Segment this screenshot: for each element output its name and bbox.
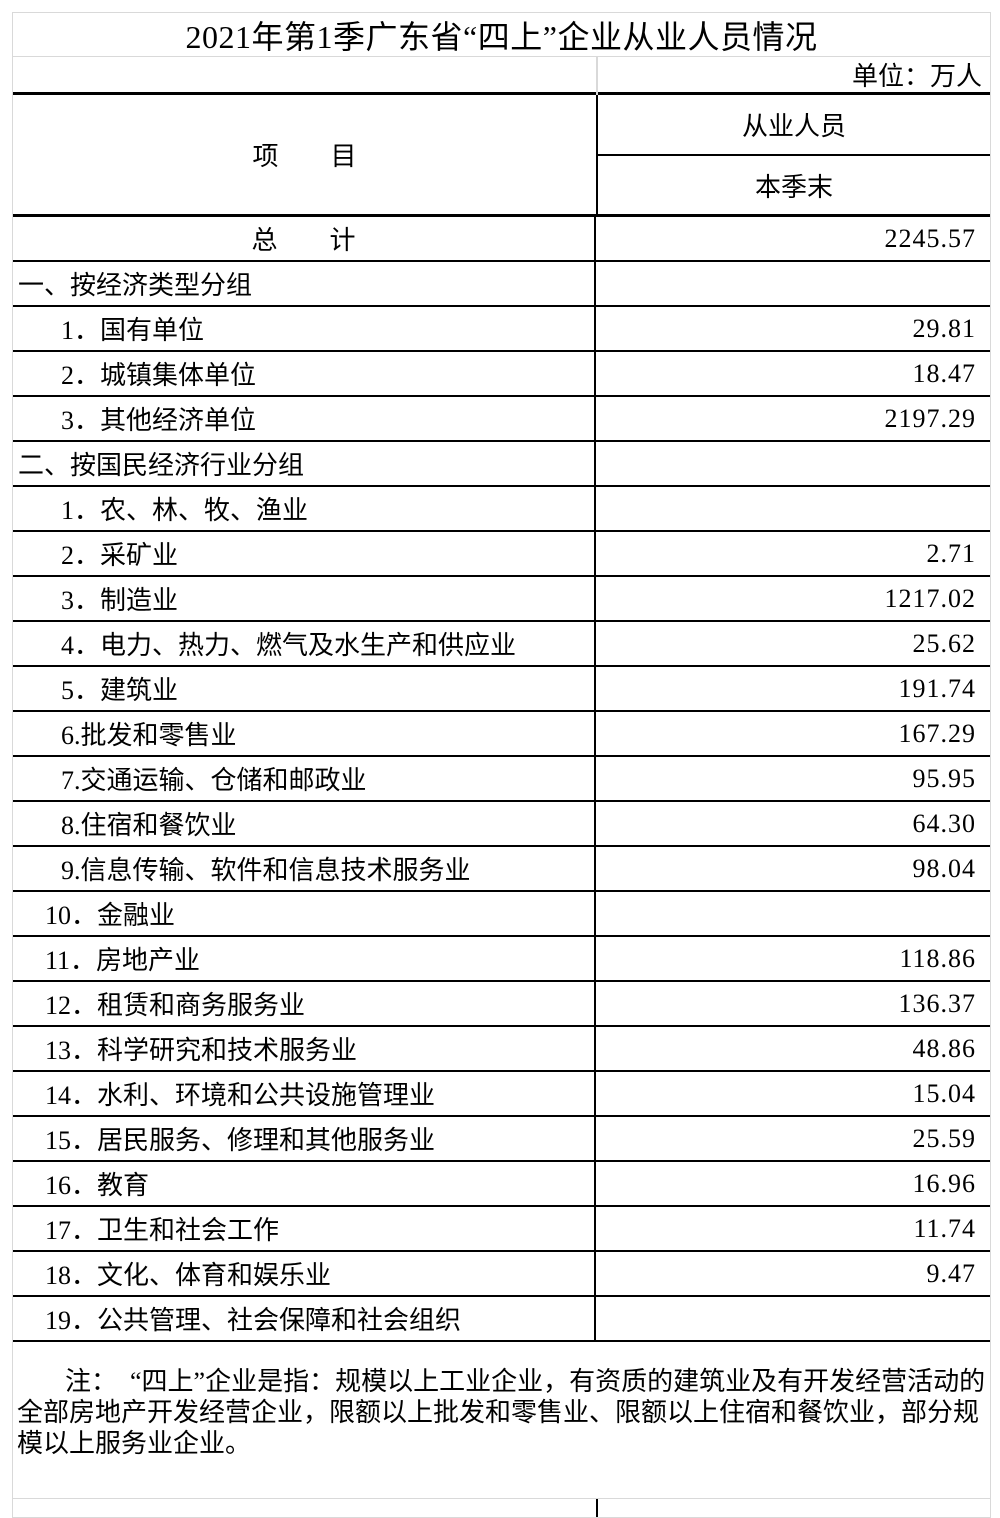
row-value: 118.86 — [899, 943, 976, 973]
row-label: 2．城镇集体单位 — [13, 352, 596, 395]
row-label: 一、按经济类型分组 — [13, 262, 596, 305]
header-employees: 从业人员 — [598, 95, 990, 156]
row-value: 2.71 — [926, 538, 976, 568]
row-label: 14．水利、环境和公共设施管理业 — [13, 1072, 596, 1115]
row-label: 7.交通运输、仓储和邮政业 — [13, 757, 596, 800]
table-row: 18．文化、体育和娱乐业 9.47 — [13, 1252, 990, 1297]
table-row: 7.交通运输、仓储和邮政业 95.95 — [13, 757, 990, 802]
table-body: 总 计 2245.57 一、按经济类型分组 1．国有单位 29.81 2．城镇集体单位 18… — [13, 217, 990, 1342]
row-value: 48.86 — [912, 1033, 976, 1063]
unit-label: 单位：万人 — [851, 62, 982, 91]
table-row: 15．居民服务、修理和其他服务业 25.59 — [13, 1117, 990, 1162]
column-divider-light — [596, 57, 598, 95]
table-row: 4．电力、热力、燃气及水生产和供应业 25.62 — [13, 622, 990, 667]
row-value — [596, 1297, 990, 1340]
row-label: 12．租赁和商务服务业 — [13, 982, 596, 1025]
table-row: 10．金融业 — [13, 892, 990, 937]
row-label: 总 计 — [13, 217, 596, 260]
row-label: 二、按国民经济行业分组 — [13, 442, 596, 485]
table-row: 1．农、林、牧、渔业 — [13, 487, 990, 532]
table-row: 11．房地产业 118.86 — [13, 937, 990, 982]
table-title: 2021年第1季广东省“四上”企业从业人员情况 — [185, 18, 818, 55]
table-row: 9.信息传输、软件和信息技术服务业 98.04 — [13, 847, 990, 892]
row-value: 25.62 — [912, 628, 976, 658]
employees-label: 从业人员 — [741, 112, 846, 141]
table-row: 1．国有单位 29.81 — [13, 307, 990, 352]
row-value: 2197.29 — [884, 403, 976, 433]
row-label: 16．教育 — [13, 1162, 596, 1205]
row-label: 5．建筑业 — [13, 667, 596, 710]
row-label: 9.信息传输、软件和信息技术服务业 — [13, 847, 596, 890]
row-label: 3．其他经济单位 — [13, 397, 596, 440]
title-row: 2021年第1季广东省“四上”企业从业人员情况 — [13, 13, 990, 57]
row-label: 15．居民服务、修理和其他服务业 — [13, 1117, 596, 1160]
row-label: 6.批发和零售业 — [13, 712, 596, 755]
row-label: 1．农、林、牧、渔业 — [13, 487, 596, 530]
partial-row — [13, 1499, 990, 1517]
row-value: 2245.57 — [884, 223, 976, 253]
row-label: 18．文化、体育和娱乐业 — [13, 1252, 596, 1295]
row-label: 13．科学研究和技术服务业 — [13, 1027, 596, 1070]
row-value: 98.04 — [912, 853, 976, 883]
header-quarter-end: 本季末 — [598, 156, 990, 214]
footnote: 注： “四上”企业是指：规模以上工业企业，有资质的建筑业及有开发经营活动的 全部… — [13, 1342, 990, 1499]
row-label: 4．电力、热力、燃气及水生产和供应业 — [13, 622, 596, 665]
row-value: 1217.02 — [884, 583, 976, 613]
table-row: 一、按经济类型分组 — [13, 262, 990, 307]
table-row: 16．教育 16.96 — [13, 1162, 990, 1207]
table-row: 19．公共管理、社会保障和社会组织 — [13, 1297, 990, 1342]
table-row: 3．其他经济单位 2197.29 — [13, 397, 990, 442]
row-value — [596, 487, 990, 530]
row-value: 25.59 — [912, 1123, 976, 1153]
table-row: 3．制造业 1217.02 — [13, 577, 990, 622]
table-header: 项 目 从业人员 本季末 — [13, 95, 990, 217]
row-label: 3．制造业 — [13, 577, 596, 620]
table-row: 总 计 2245.57 — [13, 217, 990, 262]
row-value: 16.96 — [912, 1168, 976, 1198]
row-value: 11.74 — [913, 1213, 976, 1243]
row-value: 191.74 — [898, 673, 976, 703]
row-label: 19．公共管理、社会保障和社会组织 — [13, 1297, 596, 1340]
table-row: 12．租赁和商务服务业 136.37 — [13, 982, 990, 1027]
row-value: 9.47 — [926, 1258, 976, 1288]
employment-table: 2021年第1季广东省“四上”企业从业人员情况 单位：万人 项 目 从业人员 本… — [12, 12, 991, 1518]
footnote-line: 模以上服务业企业。 — [17, 1429, 252, 1458]
row-label: 2．采矿业 — [13, 532, 596, 575]
partial-row-item-cell — [13, 1499, 598, 1517]
table-row: 2．城镇集体单位 18.47 — [13, 352, 990, 397]
table-row: 13．科学研究和技术服务业 48.86 — [13, 1027, 990, 1072]
row-value: 15.04 — [912, 1078, 976, 1108]
row-value: 64.30 — [912, 808, 976, 838]
row-value: 29.81 — [912, 313, 976, 343]
row-label: 10．金融业 — [13, 892, 596, 935]
row-value: 18.47 — [912, 358, 976, 388]
table-row: 17．卫生和社会工作 11.74 — [13, 1207, 990, 1252]
row-label: 8.住宿和餐饮业 — [13, 802, 596, 845]
row-value — [596, 262, 990, 305]
table-row: 8.住宿和餐饮业 64.30 — [13, 802, 990, 847]
quarter-end-label: 本季末 — [754, 172, 833, 202]
footnote-line: 全部房地产开发经营企业，限额以上批发和零售业、限额以上住宿和餐饮业，部分规 — [17, 1398, 980, 1427]
table-row: 2．采矿业 2.71 — [13, 532, 990, 577]
row-value: 136.37 — [898, 988, 976, 1018]
row-label: 1．国有单位 — [13, 307, 596, 350]
table-row: 14．水利、环境和公共设施管理业 15.04 — [13, 1072, 990, 1117]
header-item-column: 项 目 — [13, 95, 598, 214]
row-value: 167.29 — [898, 718, 976, 748]
row-value — [596, 442, 990, 485]
row-value — [596, 892, 990, 935]
unit-row: 单位：万人 — [13, 57, 990, 95]
row-label: 11．房地产业 — [13, 937, 596, 980]
table-row: 二、按国民经济行业分组 — [13, 442, 990, 487]
partial-row-value-cell — [598, 1499, 990, 1517]
row-value: 95.95 — [912, 763, 976, 793]
table-row: 5．建筑业 191.74 — [13, 667, 990, 712]
footnote-line: 注： “四上”企业是指：规模以上工业企业，有资质的建筑业及有开发经营活动的 — [65, 1367, 986, 1396]
item-column-label: 项 目 — [252, 142, 357, 171]
header-value-column: 从业人员 本季末 — [598, 95, 990, 214]
table-row: 6.批发和零售业 167.29 — [13, 712, 990, 757]
row-label: 17．卫生和社会工作 — [13, 1207, 596, 1250]
